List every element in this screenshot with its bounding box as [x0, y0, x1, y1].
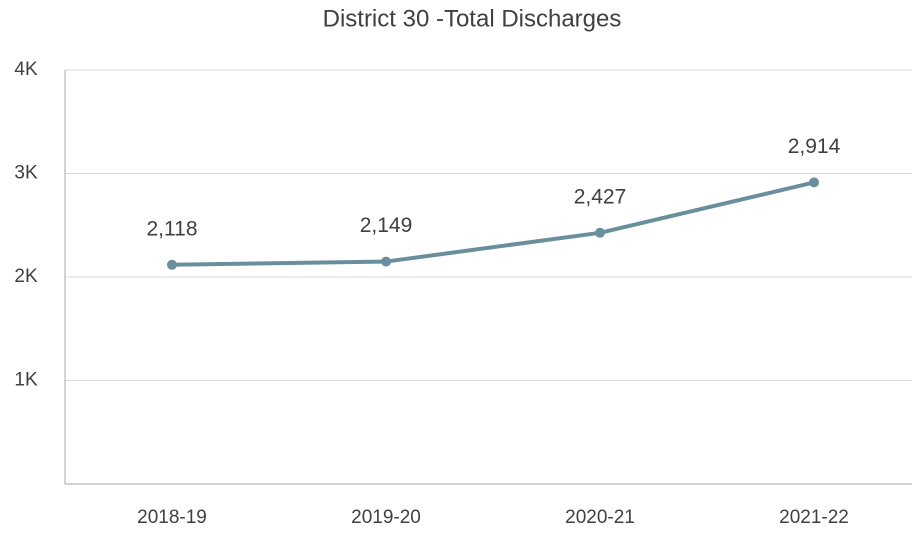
- x-tick-label: 2020-21: [565, 507, 635, 528]
- data-label: 2,914: [788, 135, 841, 158]
- data-label: 2,427: [574, 185, 627, 208]
- y-tick-label: 2K: [14, 266, 38, 287]
- chart-title: District 30 -Total Discharges: [323, 5, 622, 32]
- data-label: 2,149: [360, 214, 413, 237]
- point: [381, 256, 391, 267]
- y-tick-label: 4K: [14, 59, 38, 80]
- y-tick-label: 1K: [14, 370, 38, 391]
- line: [171, 180, 815, 267]
- x-tick-label: 2019-20: [351, 507, 421, 528]
- data-label: 2,118: [147, 217, 198, 240]
- x-tick-label: 2018-19: [137, 507, 207, 528]
- point: [167, 259, 177, 270]
- point: [809, 177, 819, 188]
- y-tick-label: 3K: [14, 163, 38, 184]
- point: [595, 227, 605, 238]
- x-tick-label: 2021-22: [779, 507, 849, 528]
